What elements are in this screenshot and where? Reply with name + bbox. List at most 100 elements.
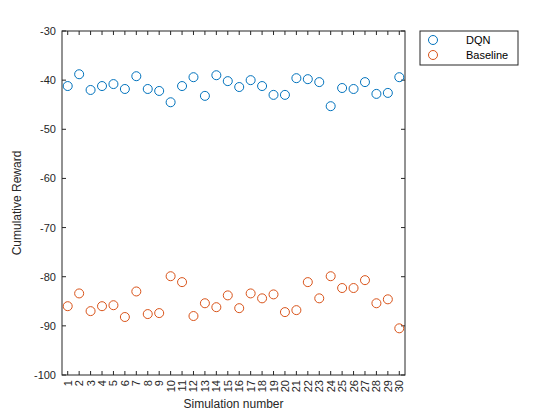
x-tick-label: 11: [176, 380, 188, 391]
legend-label: Baseline: [466, 49, 508, 61]
x-tick: [330, 371, 331, 375]
x-tick: [204, 31, 205, 35]
x-tick-label: 14: [210, 380, 222, 392]
point: [178, 278, 187, 287]
x-tick: [262, 31, 263, 35]
y-tick-label: -100: [34, 369, 56, 381]
x-tick: [284, 371, 285, 375]
point: [360, 276, 369, 285]
point: [223, 77, 232, 86]
x-tick: [102, 31, 103, 35]
point: [189, 73, 198, 82]
point: [200, 91, 209, 100]
y-tick: [401, 276, 405, 277]
point: [155, 86, 164, 95]
point: [360, 78, 369, 87]
point: [246, 76, 255, 85]
point: [86, 85, 95, 94]
x-tick-label: 1: [62, 380, 74, 386]
x-tick-label: 21: [290, 380, 302, 392]
point: [292, 74, 301, 83]
x-tick: [227, 31, 228, 35]
point: [75, 289, 84, 298]
x-tick-label: 16: [233, 380, 245, 392]
x-tick: [216, 31, 217, 35]
x-tick: [399, 31, 400, 35]
x-tick: [353, 371, 354, 375]
x-tick-label: 27: [359, 380, 371, 392]
x-tick: [136, 31, 137, 35]
x-tick: [273, 31, 274, 35]
x-tick-label: 30: [393, 380, 405, 392]
point: [132, 72, 141, 81]
axes-frame: [62, 31, 405, 375]
x-tick: [170, 31, 171, 35]
point: [212, 71, 221, 80]
y-tick-label: -40: [40, 74, 56, 86]
y-tick: [62, 276, 66, 277]
point: [246, 289, 255, 298]
x-tick: [113, 31, 114, 35]
x-tick: [124, 31, 125, 35]
point: [303, 278, 312, 287]
x-tick: [262, 371, 263, 375]
point: [143, 84, 152, 93]
point: [315, 78, 324, 87]
y-tick-label: -60: [40, 172, 56, 184]
legend-marker: [429, 36, 438, 45]
x-tick: [284, 31, 285, 35]
x-tick-label: 13: [199, 380, 211, 392]
point: [63, 82, 72, 91]
point: [269, 290, 278, 299]
point: [189, 312, 198, 321]
legend-marker: [429, 51, 438, 60]
x-tick: [250, 371, 251, 375]
y-tick: [62, 129, 66, 130]
x-tick: [273, 371, 274, 375]
x-tick: [307, 371, 308, 375]
point: [315, 294, 324, 303]
point: [109, 80, 118, 89]
point: [383, 88, 392, 97]
point: [280, 90, 289, 99]
x-tick-label: 15: [222, 380, 234, 392]
x-tick: [67, 371, 68, 375]
y-tick: [62, 325, 66, 326]
point: [166, 272, 175, 281]
point: [86, 307, 95, 316]
x-tick-label: 2: [73, 380, 85, 386]
x-tick: [239, 371, 240, 375]
x-tick-label: 4: [96, 380, 108, 386]
x-tick: [90, 371, 91, 375]
x-tick: [364, 31, 365, 35]
x-tick: [124, 371, 125, 375]
x-tick: [159, 31, 160, 35]
point: [303, 75, 312, 84]
x-tick: [364, 371, 365, 375]
x-tick: [102, 371, 103, 375]
x-tick-label: 17: [245, 380, 257, 392]
chart: -100-90-80-70-60-50-40-30123456789101112…: [0, 0, 560, 420]
x-tick: [250, 31, 251, 35]
point: [212, 303, 221, 312]
point: [338, 84, 347, 93]
x-tick: [90, 31, 91, 35]
x-tick-label: 9: [153, 380, 165, 386]
y-tick-label: -90: [40, 320, 56, 332]
x-tick-label: 22: [302, 380, 314, 392]
point: [120, 84, 129, 93]
x-tick-label: 12: [187, 380, 199, 392]
x-tick: [136, 371, 137, 375]
x-tick: [113, 371, 114, 375]
point: [235, 83, 244, 92]
x-axis-label: Simulation number: [183, 397, 283, 411]
point: [98, 302, 107, 311]
point: [200, 299, 209, 308]
point: [269, 90, 278, 99]
y-tick: [62, 178, 66, 179]
point: [292, 306, 301, 315]
x-tick: [159, 371, 160, 375]
point: [155, 309, 164, 318]
x-tick: [204, 371, 205, 375]
x-tick: [387, 31, 388, 35]
